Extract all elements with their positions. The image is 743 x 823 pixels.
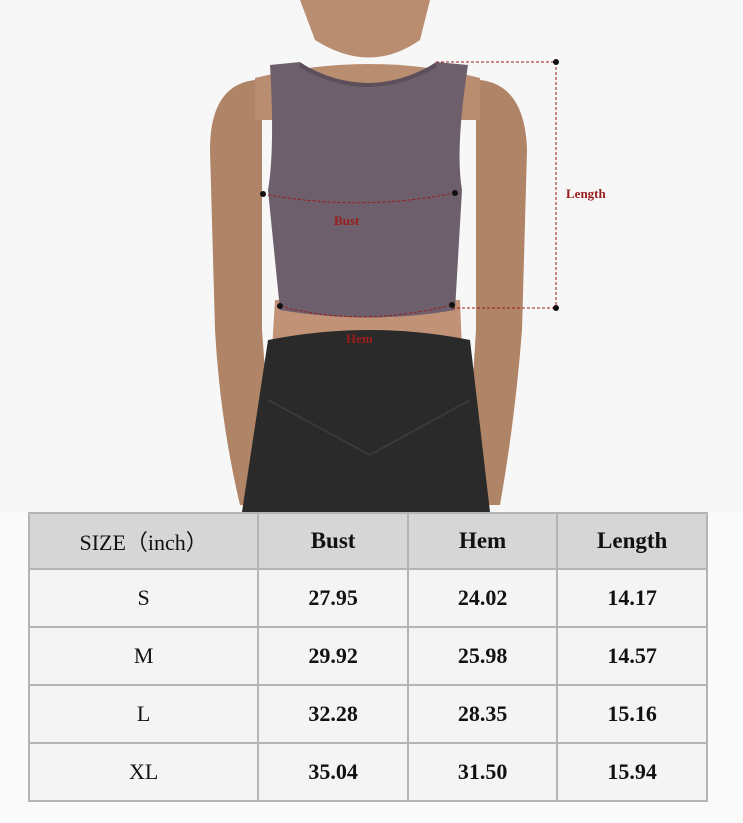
hem-cell: 25.98	[406, 626, 559, 686]
size-cell: XL	[27, 742, 260, 802]
bust-cell: 32.28	[257, 684, 409, 744]
hem-cell: 31.50	[406, 742, 559, 802]
header-length: Length	[556, 512, 708, 570]
bust-line	[262, 192, 456, 204]
length-cell: 14.17	[556, 568, 708, 628]
header-size: SIZE（inch）	[27, 512, 260, 570]
model-illustration	[210, 0, 559, 512]
bust-cell: 27.95	[257, 568, 409, 628]
length-cell: 14.57	[556, 626, 708, 686]
table-row: L 32.28 28.35 15.16	[27, 684, 708, 744]
hem-label: Hem	[346, 331, 373, 346]
length-cell: 15.94	[556, 742, 708, 802]
table-row: XL 35.04 31.50 15.94	[27, 742, 708, 802]
table-row: M 29.92 25.98 14.57	[27, 626, 708, 686]
size-cell: S	[27, 568, 260, 628]
crop-top	[268, 62, 468, 318]
header-bust: Bust	[257, 512, 409, 570]
size-cell: M	[27, 626, 260, 686]
product-photo: Bust Hem Length	[210, 0, 606, 512]
bust-label: Bust	[334, 213, 360, 228]
bust-cell: 35.04	[257, 742, 409, 802]
leggings	[242, 330, 490, 512]
size-chart-table: SIZE（inch） Bust Hem Length S 27.95 24.02…	[27, 512, 708, 802]
length-label: Length	[566, 186, 606, 201]
size-cell: L	[27, 684, 260, 744]
table-header-row: SIZE（inch） Bust Hem Length	[27, 512, 708, 570]
hem-line	[279, 304, 453, 318]
header-hem: Hem	[406, 512, 559, 570]
hem-cell: 24.02	[406, 568, 559, 628]
hem-cell: 28.35	[406, 684, 559, 744]
table-row: S 27.95 24.02 14.17	[27, 568, 708, 628]
bust-cell: 29.92	[257, 626, 409, 686]
length-cell: 15.16	[556, 684, 708, 744]
